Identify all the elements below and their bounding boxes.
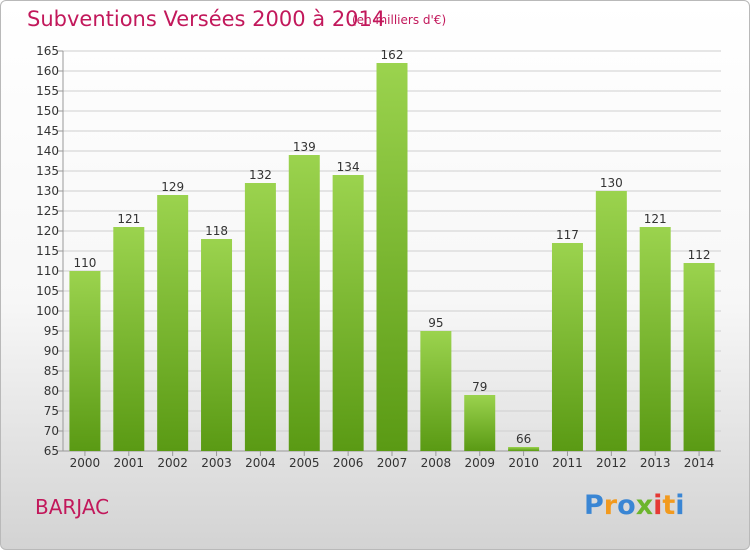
y-tick-label: 145 — [36, 124, 59, 138]
x-tick-label-2012: 2012 — [596, 456, 627, 470]
y-tick-label: 165 — [36, 44, 59, 58]
y-tick-labels: 65 70 75 80 85 90 95 100 105 110 115 120 125 130 135 14… — [36, 44, 59, 458]
x-tick-label-2009: 2009 — [464, 456, 495, 470]
bar-2007 — [376, 63, 408, 451]
chart-unit-note: (en milliers d'€) — [352, 13, 447, 27]
data-label-2006: 134 — [337, 160, 360, 174]
x-tick-label-2001: 2001 — [114, 456, 145, 470]
y-tick-label: 75 — [44, 404, 59, 418]
bar-2014 — [683, 263, 715, 451]
x-tick-label-2010: 2010 — [508, 456, 539, 470]
data-label-2007: 162 — [381, 48, 404, 62]
y-tick-label: 150 — [36, 104, 59, 118]
bars — [69, 63, 715, 451]
bar-2008 — [420, 331, 452, 451]
bar-2003 — [201, 239, 233, 451]
y-tick-label: 85 — [44, 364, 59, 378]
y-tick-label: 65 — [44, 444, 59, 458]
chart-title: Subventions Versées 2000 à 2014 — [27, 7, 386, 31]
y-tick-label: 130 — [36, 184, 59, 198]
y-tick-label: 115 — [36, 244, 59, 258]
data-labels: 110 121 129 118 132 139 134 162 95 79 66 117 130 121 1… — [73, 48, 710, 446]
x-tick-label-2005: 2005 — [289, 456, 320, 470]
y-tick-label: 160 — [36, 64, 59, 78]
x-tick-label-2002: 2002 — [157, 456, 188, 470]
data-label-2003: 118 — [205, 224, 228, 238]
data-label-2000: 110 — [73, 256, 96, 270]
bar-2011 — [551, 243, 583, 451]
bar-2005 — [288, 155, 320, 451]
y-tick-label: 95 — [44, 324, 59, 338]
x-tick-label-2000: 2000 — [70, 456, 101, 470]
x-tick-label-2011: 2011 — [552, 456, 583, 470]
data-label-2004: 132 — [249, 168, 272, 182]
bar-2000 — [69, 271, 101, 451]
data-label-2009: 79 — [472, 380, 487, 394]
x-tick-label-2008: 2008 — [421, 456, 452, 470]
data-label-2014: 112 — [688, 248, 711, 262]
data-label-2012: 130 — [600, 176, 623, 190]
bar-2001 — [113, 227, 145, 451]
y-tick-label: 110 — [36, 264, 59, 278]
y-tick-label: 70 — [44, 424, 59, 438]
proxiti-logo: Proxiti — [584, 490, 685, 521]
x-tick-label-2007: 2007 — [377, 456, 408, 470]
bar-2004 — [244, 183, 276, 451]
y-tick-label: 90 — [44, 344, 59, 358]
y-tick-label: 120 — [36, 224, 59, 238]
x-tick-label-2003: 2003 — [201, 456, 232, 470]
y-tick-label: 125 — [36, 204, 59, 218]
data-label-2005: 139 — [293, 140, 316, 154]
x-tick-label-2013: 2013 — [640, 456, 671, 470]
y-tick-label: 140 — [36, 144, 59, 158]
commune-name: BARJAC — [35, 495, 110, 519]
y-tick-label: 105 — [36, 284, 59, 298]
bar-2010 — [508, 447, 540, 451]
bar-2012 — [595, 191, 627, 451]
y-tick-label: 155 — [36, 84, 59, 98]
data-label-2008: 95 — [428, 316, 443, 330]
x-tick-label-2006: 2006 — [333, 456, 364, 470]
y-tick-label: 135 — [36, 164, 59, 178]
y-tick-label: 80 — [44, 384, 59, 398]
bar-2013 — [639, 227, 671, 451]
x-tick-labels: 2000 2001 2002 2003 2004 2005 2006 2007 2008 2009… — [70, 456, 715, 470]
data-label-2011: 117 — [556, 228, 579, 242]
x-tick-label-2004: 2004 — [245, 456, 276, 470]
data-label-2002: 129 — [161, 180, 184, 194]
y-tick-label: 100 — [36, 304, 59, 318]
data-label-2013: 121 — [644, 212, 667, 226]
bar-2009 — [464, 395, 496, 451]
data-label-2010: 66 — [516, 432, 531, 446]
bar-2006 — [332, 175, 364, 451]
data-label-2001: 121 — [117, 212, 140, 226]
bar-2002 — [157, 195, 189, 451]
x-tick-label-2014: 2014 — [684, 456, 715, 470]
